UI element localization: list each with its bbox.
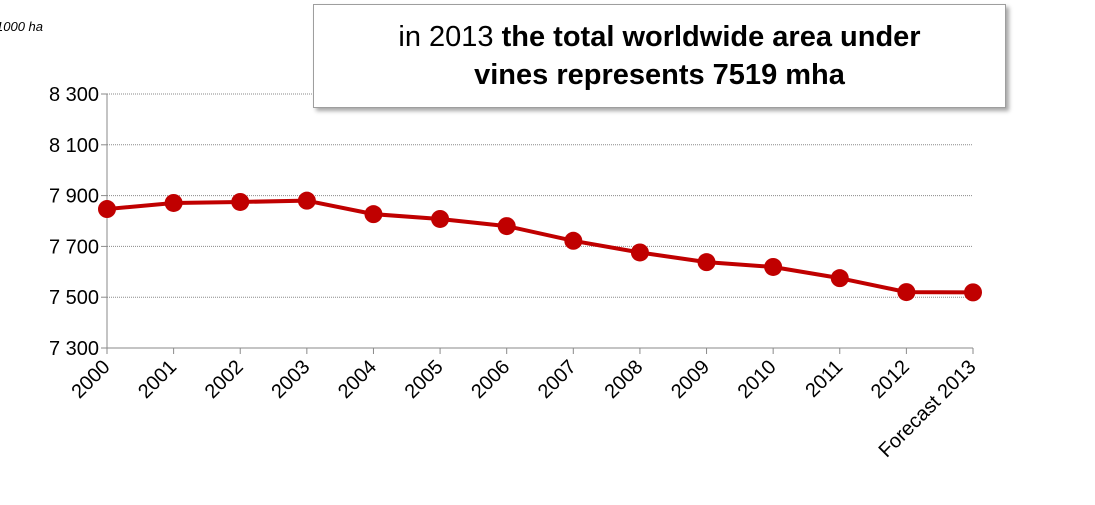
y-tick-label: 7 300 <box>49 338 99 360</box>
callout-prefix: in 2013 <box>398 21 502 53</box>
x-tick-label: 2011 <box>801 356 847 402</box>
data-point-2007 <box>564 231 583 250</box>
x-tick-labels: 2000 2001 2002 2003 2004 2005 2006 2007 2008 2009… <box>68 356 981 462</box>
data-point-Forecast 2013 <box>964 283 982 302</box>
y-tick-labels: 7 300 7 500 7 700 7 900 8 100 8 300 <box>49 84 99 360</box>
axes <box>101 93 974 354</box>
x-tick-label: 2004 <box>334 356 381 403</box>
data-point-2005 <box>431 209 450 228</box>
y-tick-label: 7 700 <box>49 236 99 258</box>
x-tick-label: 2000 <box>68 356 115 403</box>
data-point-2004 <box>364 205 383 224</box>
x-tick-label: 2001 <box>134 356 181 403</box>
data-point-2010 <box>764 257 783 276</box>
data-point-2009 <box>697 253 716 272</box>
data-point-2012 <box>897 283 916 302</box>
data-point-2003 <box>297 191 316 210</box>
x-tick-label: 2003 <box>267 356 314 403</box>
callout-box: in 2013 the total worldwide area under v… <box>313 4 1006 108</box>
callout-bold-1: the total worldwide area under <box>501 21 921 53</box>
callout-line-2: vines represents 7519 mha <box>474 56 845 94</box>
series-area-under-vines <box>98 191 982 302</box>
x-tick-label: 2006 <box>467 356 514 403</box>
x-tick-label: 2005 <box>401 356 448 403</box>
x-tick-label: 2009 <box>667 356 714 403</box>
series-line <box>106 198 974 295</box>
data-point-2011 <box>830 269 849 288</box>
y-tick-label: 8 100 <box>49 135 99 157</box>
y-tick-label: 7 900 <box>49 186 99 208</box>
x-tick-label: 2002 <box>201 356 248 403</box>
data-point-2002 <box>231 192 250 211</box>
y-unit-label: 1000 ha <box>0 19 43 34</box>
data-point-2000 <box>98 200 116 219</box>
x-tick-label: 2012 <box>867 356 914 403</box>
y-tick-label: 7 500 <box>49 287 99 309</box>
callout-bold-2: vines represents 7519 mha <box>474 59 845 91</box>
x-tick-label: 2008 <box>600 356 647 403</box>
data-point-2008 <box>630 243 649 262</box>
x-tick-label: 2007 <box>534 356 581 403</box>
callout-line-1: in 2013 the total worldwide area under <box>398 18 920 56</box>
x-tick-label: 2010 <box>734 356 781 403</box>
data-point-2001 <box>164 193 183 212</box>
y-tick-label: 8 300 <box>49 84 99 106</box>
data-point-2006 <box>497 217 516 236</box>
